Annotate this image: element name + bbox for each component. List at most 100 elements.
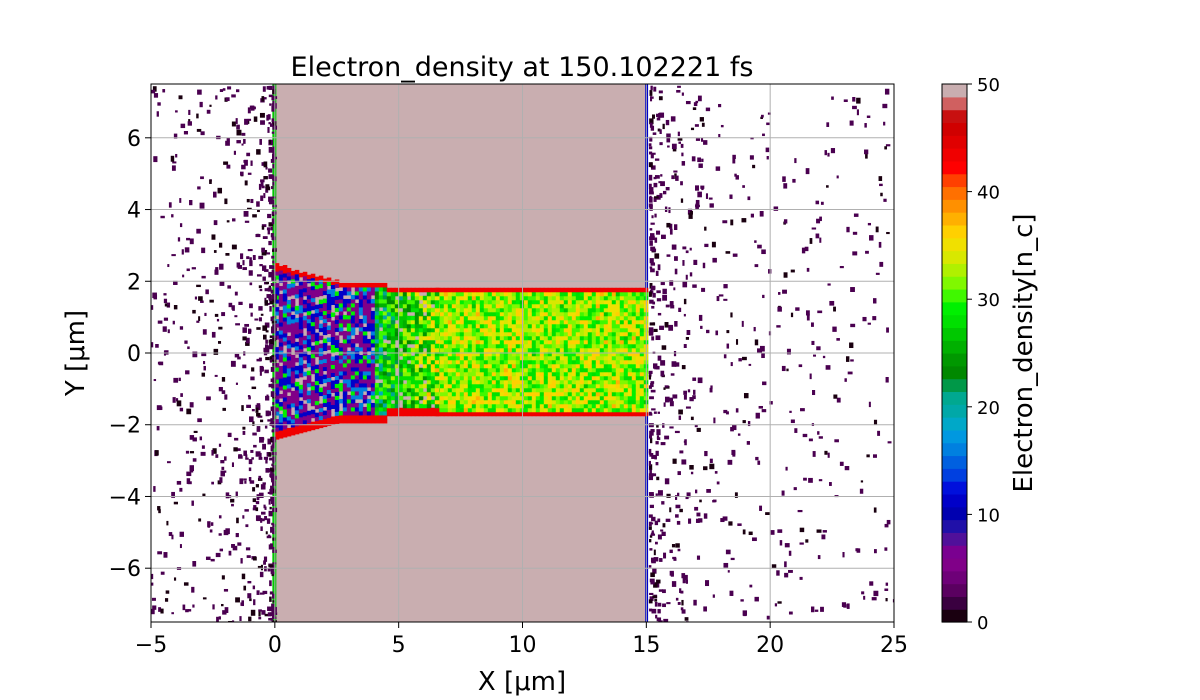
density-cell: [443, 407, 449, 413]
density-cell: [507, 379, 513, 385]
density-cell: [338, 290, 344, 296]
density-cell: [346, 386, 352, 392]
density-cell: [575, 351, 581, 357]
density-cell: [507, 383, 513, 389]
density-cell: [627, 391, 633, 397]
density-cell: [487, 343, 493, 349]
density-cell: [551, 319, 557, 325]
scatter-electron: [265, 339, 268, 344]
density-cell: [535, 367, 541, 373]
density-cell: [278, 338, 284, 343]
density-cell: [370, 418, 376, 424]
density-cell: [322, 394, 328, 400]
density-cell: [531, 327, 537, 333]
density-cell: [583, 323, 589, 329]
density-cell: [623, 391, 629, 397]
density-cell: [511, 387, 517, 393]
scatter-electron: [269, 457, 273, 461]
density-cell: [495, 323, 501, 329]
scatter-electron: [268, 240, 272, 246]
density-cell: [475, 351, 481, 357]
scatter-electron: [178, 377, 181, 382]
density-cell: [551, 323, 557, 329]
density-cell: [547, 323, 553, 329]
scatter-electron: [667, 145, 670, 148]
density-cell: [430, 315, 436, 321]
density-cell: [527, 379, 533, 385]
density-cell: [274, 323, 280, 328]
density-cell: [551, 331, 557, 337]
density-cell: [507, 375, 513, 381]
scatter-electron: [201, 352, 207, 357]
x-tick-label: 25: [880, 633, 908, 658]
scatter-electron: [262, 443, 266, 450]
scatter-electron: [710, 385, 713, 389]
density-cell: [531, 383, 537, 389]
density-cell: [302, 319, 308, 325]
scatter-electron: [269, 591, 274, 595]
scatter-electron: [799, 542, 804, 545]
density-cell: [346, 310, 352, 316]
density-cell: [555, 319, 561, 325]
density-cell: [298, 344, 304, 350]
density-cell: [334, 367, 340, 372]
scatter-electron: [270, 420, 275, 427]
density-cell: [631, 339, 637, 345]
density-cell: [463, 323, 469, 329]
density-cell: [406, 351, 412, 357]
scatter-electron: [672, 394, 678, 399]
density-cell: [475, 335, 481, 341]
scatter-electron: [695, 138, 701, 141]
density-cell: [563, 387, 569, 393]
scatter-electron: [701, 287, 706, 292]
density-cell: [374, 338, 380, 344]
density-cell: [563, 347, 569, 353]
density-cell: [298, 316, 304, 322]
density-cell: [326, 297, 332, 303]
density-cell: [547, 331, 553, 337]
scatter-electron: [272, 85, 276, 90]
density-cell: [611, 367, 617, 373]
density-cell: [294, 273, 300, 279]
density-cell: [483, 367, 489, 373]
scatter-electron: [700, 325, 703, 329]
density-cell: [350, 326, 356, 332]
density-cell: [627, 291, 633, 297]
density-cell: [527, 331, 533, 337]
density-cell: [290, 334, 296, 340]
scatter-electron: [813, 354, 817, 357]
scatter-electron: [649, 151, 653, 155]
density-cell: [447, 359, 453, 365]
scatter-electron: [879, 183, 883, 187]
density-cell: [571, 367, 577, 373]
density-cell: [410, 387, 416, 393]
density-cell: [382, 406, 388, 412]
density-cell: [459, 407, 465, 413]
density-cell: [515, 323, 521, 329]
density-cell: [507, 403, 513, 409]
density-cell: [447, 311, 453, 317]
scatter-electron: [270, 617, 273, 621]
scatter-electron: [271, 463, 274, 467]
density-cell: [623, 363, 629, 369]
scatter-electron: [688, 518, 692, 524]
density-cell: [559, 295, 565, 301]
scatter-electron: [679, 588, 682, 593]
density-cell: [595, 327, 601, 333]
density-cell: [382, 402, 388, 408]
scatter-electron: [232, 218, 236, 222]
scatter-electron: [680, 198, 684, 203]
density-cell: [443, 387, 449, 393]
scatter-electron: [816, 529, 822, 533]
density-cell: [487, 391, 493, 397]
scatter-electron: [218, 242, 223, 248]
scatter-electron: [179, 326, 184, 330]
density-cell: [406, 411, 412, 417]
density-cell: [318, 351, 324, 357]
density-cell: [386, 307, 392, 313]
density-cell: [483, 311, 489, 317]
density-cell: [398, 387, 404, 393]
density-cell: [571, 411, 577, 417]
density-cell: [322, 282, 328, 288]
density-cell: [350, 366, 356, 372]
